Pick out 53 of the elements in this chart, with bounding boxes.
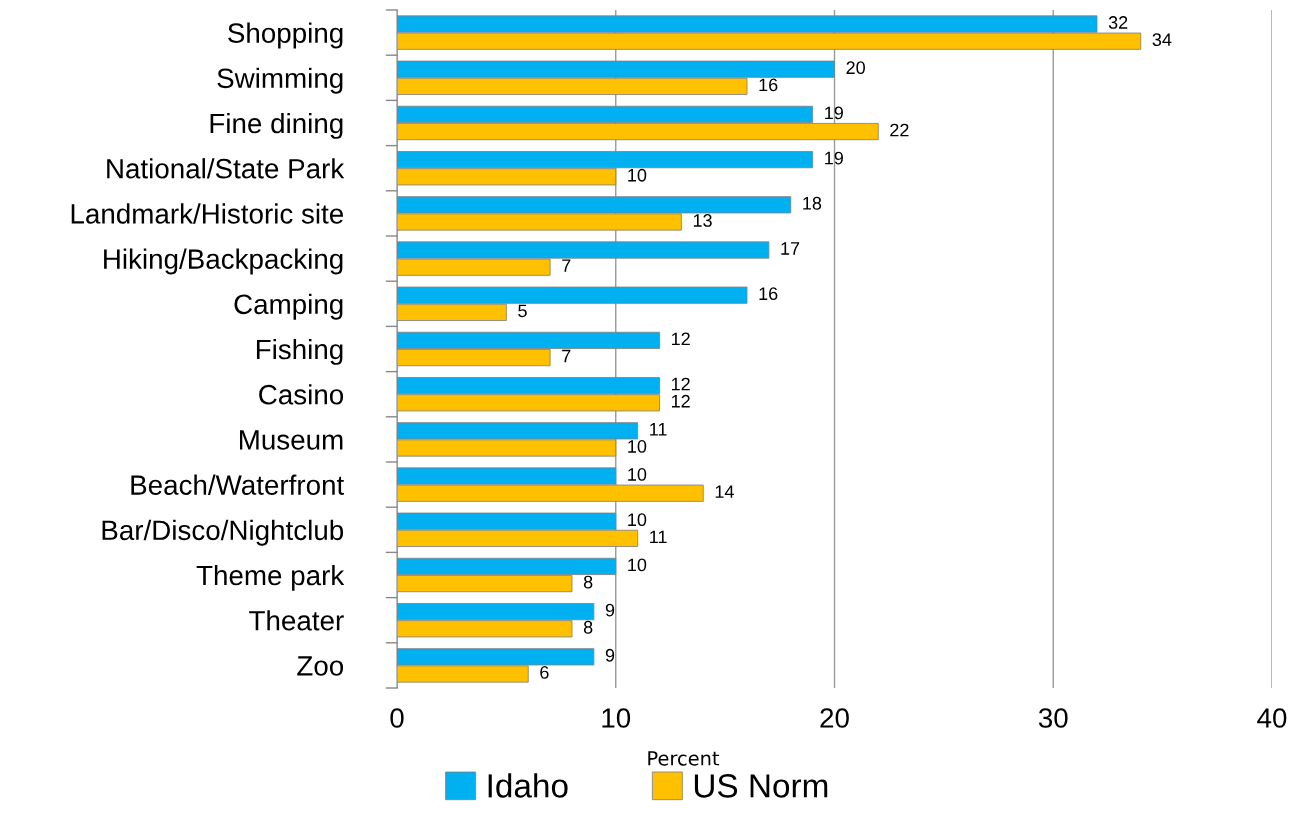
data-label: 12 [671,332,690,346]
y-tick-label: Fine dining [210,112,343,139]
data-label: 9 [605,603,615,617]
data-label: 5 [518,304,527,318]
data-label: 19 [825,151,843,165]
data-label: 11 [650,530,667,544]
y-tick-label: Bar/Disco/Nightclub [102,519,344,546]
y-tick-label: Landmark/Historic site [71,203,343,224]
x-tick-label: 20 [820,708,849,728]
legend-label: Idaho [488,773,568,798]
data-label: 14 [715,485,734,498]
data-label: 18 [803,196,822,210]
data-label: 19 [825,106,843,120]
data-label: 7 [562,349,571,363]
data-label: 20 [846,61,865,75]
data-label: 10 [628,468,647,481]
y-tick-label: Shopping [228,22,343,49]
y-tick-label: Swimming [217,67,343,94]
y-tick-label: National/State Park [107,158,345,179]
x-tick-label: 30 [1038,708,1068,728]
y-tick-label: Zoo [297,656,344,676]
data-label: 6 [540,666,549,679]
data-label: 16 [759,287,778,301]
data-label: 16 [759,78,778,92]
data-label: 12 [671,377,690,391]
data-label: 7 [562,259,571,272]
data-label: 10 [628,558,647,572]
y-tick-label: Museum [239,430,343,450]
data-label: 9 [605,648,615,662]
x-tick-label: 40 [1257,708,1287,728]
y-tick-label: Beach/Waterfront [131,474,345,495]
y-tick-label: Casino [259,384,344,405]
data-label: 17 [781,242,800,255]
data-label: 10 [628,168,647,182]
data-label: 34 [1152,33,1172,47]
data-label: 8 [583,575,593,589]
y-tick-label: Theme park [196,564,345,591]
data-label: 11 [650,423,667,436]
data-label: 13 [693,214,712,227]
x-axis-title: Percent [648,751,720,766]
data-label: 22 [890,123,909,137]
legend-label: US Norm [694,774,828,798]
data-label: 32 [1108,16,1128,29]
x-tick-label: 0 [390,708,404,728]
y-tick-label: Hiking/Backpacking [104,248,343,275]
data-label: 8 [583,620,593,634]
data-label: 12 [671,394,690,408]
data-label: 10 [628,440,647,453]
y-tick-label: Fishing [256,338,343,365]
y-tick-label: Theater [249,610,344,631]
data-label: 10 [628,513,647,527]
x-tick-label: 10 [602,708,631,728]
y-tick-label: Camping [234,293,343,320]
